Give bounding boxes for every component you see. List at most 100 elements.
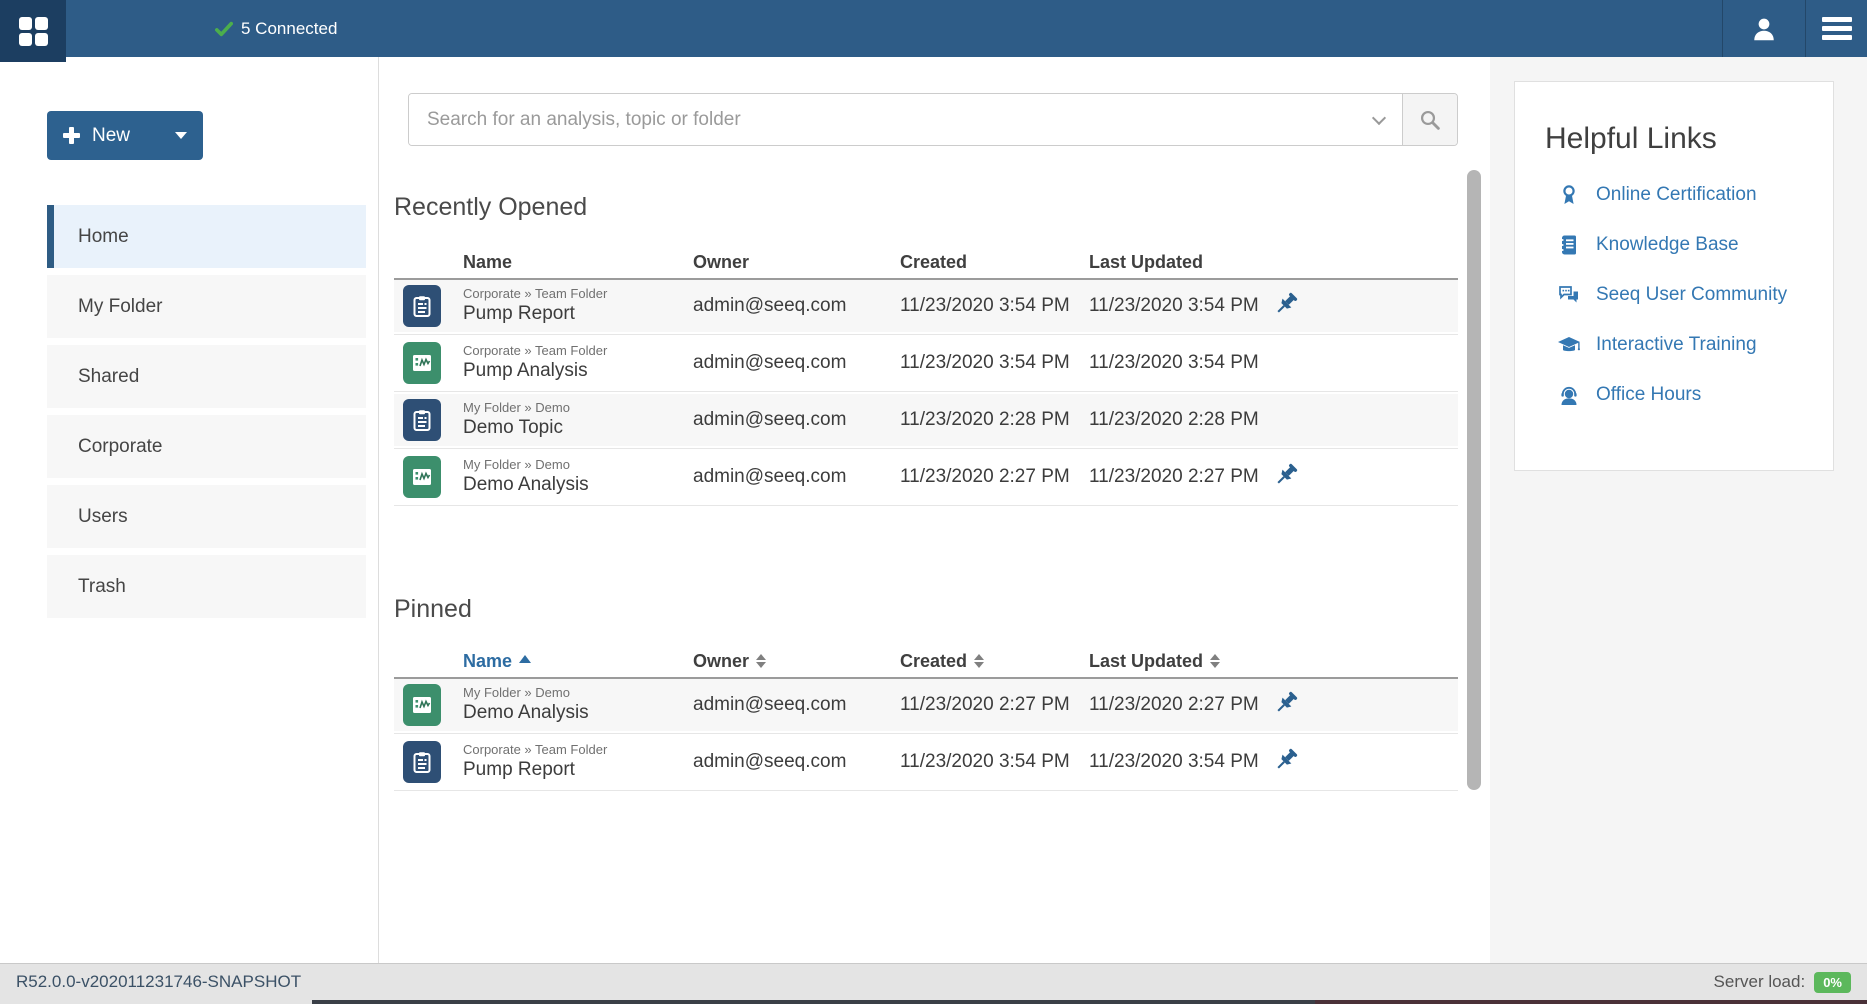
item-created: 11/23/2020 3:54 PM <box>893 295 1082 317</box>
header-last-updated-sortable[interactable]: Last Updated <box>1082 651 1265 672</box>
caret-down-icon <box>175 132 187 139</box>
search-button[interactable] <box>1402 94 1457 145</box>
table-row[interactable]: Corporate » Team Folder Pump Report admi… <box>394 280 1458 332</box>
chevron-down-icon[interactable] <box>1372 110 1386 124</box>
link-knowledge-base[interactable]: Knowledge Base <box>1557 220 1833 270</box>
check-icon <box>215 20 233 38</box>
bottom-edge-strip <box>312 1000 1315 1004</box>
link-label: Online Certification <box>1596 184 1757 206</box>
sidebar-item-label: Home <box>78 226 129 248</box>
pinned-title: Pinned <box>394 595 472 624</box>
pin-icon[interactable] <box>1273 747 1299 773</box>
recently-opened-title: Recently Opened <box>394 193 587 222</box>
sidebar-item-users[interactable]: Users <box>47 485 366 548</box>
item-owner: admin@seeq.com <box>686 352 893 374</box>
sidebar-item-home[interactable]: Home <box>47 205 366 268</box>
sidebar-item-corporate[interactable]: Corporate <box>47 415 366 478</box>
bottom-edge-strip <box>1315 1000 1867 1004</box>
seeq-home-screen: 5 Connected Seeq New Home My Folder Shar… <box>0 0 1867 1004</box>
header-owner: Owner <box>686 252 893 273</box>
topic-icon <box>403 741 441 783</box>
book-icon <box>1557 234 1581 256</box>
pin-icon[interactable] <box>1273 291 1299 317</box>
sidebar-nav: Home My Folder Shared Corporate Users Tr… <box>47 205 366 625</box>
item-breadcrumb: Corporate » Team Folder <box>463 343 686 359</box>
link-seeq-user-community[interactable]: Seeq User Community <box>1557 270 1833 320</box>
link-online-certification[interactable]: Online Certification <box>1557 170 1833 220</box>
link-label: Knowledge Base <box>1596 234 1739 256</box>
main-menu-button[interactable] <box>1806 0 1867 57</box>
sort-icon <box>756 654 766 668</box>
sidebar-item-my-folder[interactable]: My Folder <box>47 275 366 338</box>
server-load-badge: 0% <box>1814 972 1851 993</box>
sort-icon <box>1210 654 1220 668</box>
app-switcher-button[interactable] <box>0 0 66 62</box>
right-panel: Helpful Links Online Certification Knowl… <box>1490 57 1867 963</box>
server-load-label: Server load: <box>1714 972 1806 992</box>
table-row[interactable]: Corporate » Team Folder Pump Analysis ad… <box>394 337 1458 389</box>
recently-opened-table: Name Owner Created Last Updated Corporat… <box>394 246 1458 508</box>
user-icon <box>1749 14 1779 44</box>
item-breadcrumb: Corporate » Team Folder <box>463 286 686 302</box>
table-row[interactable]: Corporate » Team Folder Pump Report admi… <box>394 736 1458 788</box>
pin-icon[interactable] <box>1273 462 1299 488</box>
item-created: 11/23/2020 3:54 PM <box>893 352 1082 374</box>
analysis-icon <box>403 456 441 498</box>
sidebar-item-label: Shared <box>78 366 139 388</box>
header-created-sortable[interactable]: Created <box>893 651 1082 672</box>
table-row[interactable]: My Folder » Demo Demo Analysis admin@see… <box>394 451 1458 503</box>
search-bar <box>408 93 1458 146</box>
table-row[interactable]: My Folder » Demo Demo Analysis admin@see… <box>394 679 1458 731</box>
table-row[interactable]: My Folder » Demo Demo Topic admin@seeq.c… <box>394 394 1458 446</box>
status-bar: R52.0.0-v202011231746-SNAPSHOT Server lo… <box>0 963 1867 1000</box>
item-name: Demo Analysis <box>463 473 686 497</box>
server-load: Server load: 0% <box>1714 972 1851 993</box>
item-name: Demo Analysis <box>463 701 686 725</box>
search-input[interactable] <box>409 94 1374 145</box>
topic-icon <box>403 399 441 441</box>
helpful-links-card: Helpful Links Online Certification Knowl… <box>1514 81 1834 471</box>
item-owner: admin@seeq.com <box>686 694 893 716</box>
header-last-updated: Last Updated <box>1082 252 1265 273</box>
topic-icon <box>403 285 441 327</box>
item-updated: 11/23/2020 2:27 PM <box>1082 694 1265 716</box>
sort-icon <box>974 654 984 668</box>
item-name: Pump Report <box>463 302 686 326</box>
connection-status: 5 Connected <box>215 0 337 57</box>
link-label: Seeq User Community <box>1596 284 1787 306</box>
plus-icon <box>63 127 80 144</box>
new-button[interactable]: New <box>47 111 203 160</box>
item-updated: 11/23/2020 3:54 PM <box>1082 751 1265 773</box>
header-name: Name <box>456 252 686 273</box>
item-owner: admin@seeq.com <box>686 466 893 488</box>
item-owner: admin@seeq.com <box>686 295 893 317</box>
pinned-table: Name Owner Created Last Updated <box>394 645 1458 793</box>
header-owner-sortable[interactable]: Owner <box>686 651 893 672</box>
left-sidebar: New Home My Folder Shared Corporate User… <box>0 57 379 963</box>
comments-icon <box>1557 285 1581 305</box>
item-updated: 11/23/2020 2:27 PM <box>1082 466 1265 488</box>
item-owner: admin@seeq.com <box>686 409 893 431</box>
item-breadcrumb: My Folder » Demo <box>463 685 686 701</box>
hamburger-menu-icon <box>1822 17 1852 40</box>
link-interactive-training[interactable]: Interactive Training <box>1557 320 1833 370</box>
link-label: Interactive Training <box>1596 334 1757 356</box>
sidebar-item-trash[interactable]: Trash <box>47 555 366 618</box>
main-content: Recently Opened Name Owner Created Last … <box>380 57 1490 963</box>
item-created: 11/23/2020 2:28 PM <box>893 409 1082 431</box>
scrollbar-thumb[interactable] <box>1467 170 1481 790</box>
header-name-sortable[interactable]: Name <box>456 651 686 672</box>
item-created: 11/23/2020 2:27 PM <box>893 694 1082 716</box>
link-office-hours[interactable]: Office Hours <box>1557 370 1833 420</box>
item-updated: 11/23/2020 3:54 PM <box>1082 352 1265 374</box>
user-profile-button[interactable] <box>1723 0 1805 57</box>
item-created: 11/23/2020 3:54 PM <box>893 751 1082 773</box>
sidebar-item-shared[interactable]: Shared <box>47 345 366 408</box>
analysis-icon <box>403 684 441 726</box>
analysis-icon <box>403 342 441 384</box>
pin-icon[interactable] <box>1273 690 1299 716</box>
new-button-label: New <box>92 125 130 147</box>
bottom-edge-strip <box>0 1000 1867 1004</box>
item-created: 11/23/2020 2:27 PM <box>893 466 1082 488</box>
sidebar-item-label: My Folder <box>78 296 162 318</box>
